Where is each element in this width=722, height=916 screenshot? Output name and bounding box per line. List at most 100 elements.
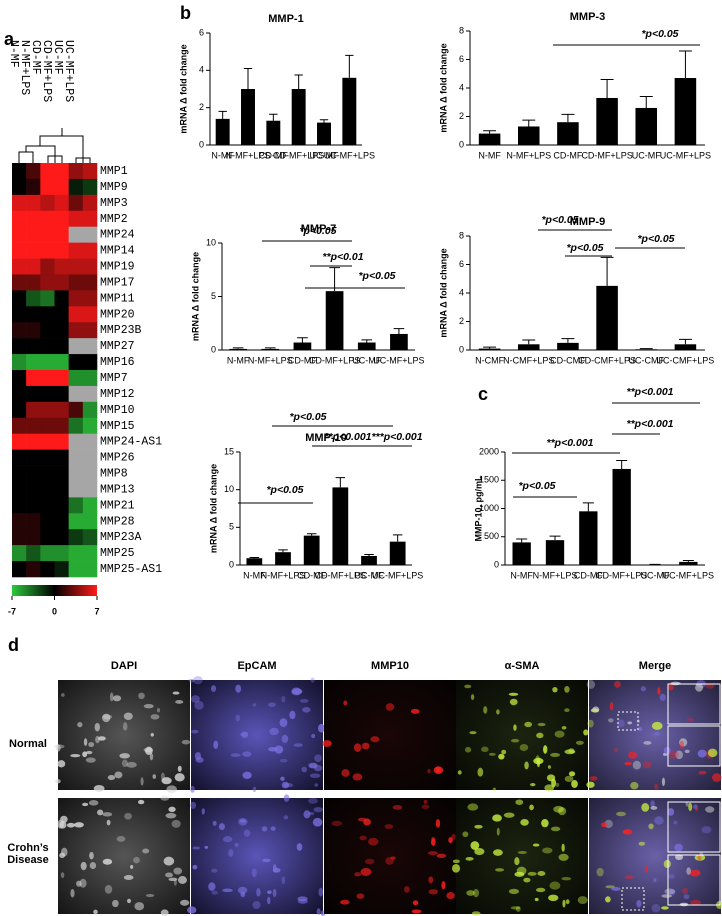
- y-tick-label: 0: [229, 559, 234, 569]
- micrograph-texture: [451, 833, 456, 840]
- error-bar: [306, 533, 317, 536]
- heatmap-cell: [26, 210, 41, 227]
- micrograph-texture: [601, 822, 608, 828]
- heatmap-cell: [12, 529, 27, 546]
- row-label: MMP28: [100, 515, 135, 528]
- micrograph-texture: [150, 714, 160, 720]
- heatmap-cell: [54, 481, 69, 498]
- micrograph-texture: [97, 809, 104, 816]
- heatmap-cell: [82, 210, 98, 227]
- micrograph-texture: [145, 746, 153, 756]
- column-label: N-MF: [7, 40, 20, 68]
- heatmap-cell: [68, 529, 84, 546]
- micrograph-texture: [650, 805, 658, 810]
- micrograph-texture: [79, 878, 87, 888]
- column-label: N-MF+LPS: [18, 40, 31, 95]
- micrograph-texture: [165, 872, 173, 878]
- micrograph-texture: [76, 880, 82, 887]
- micrograph-texture: [469, 731, 477, 735]
- error-bar: [278, 549, 288, 553]
- panel-label: d: [8, 635, 19, 655]
- micrograph-texture: [412, 900, 419, 906]
- heatmap-cell: [68, 449, 84, 466]
- heatmap-cell: [26, 513, 41, 530]
- micrograph-texture: [470, 841, 480, 850]
- micrograph-texture: [643, 740, 652, 745]
- micrograph-texture: [427, 768, 431, 774]
- micrograph-texture: [510, 906, 521, 910]
- micrograph-texture: [537, 870, 546, 877]
- micrograph-texture: [543, 745, 548, 754]
- micrograph-texture: [353, 743, 362, 752]
- heatmap-cell: [12, 481, 27, 498]
- micrograph-texture: [457, 770, 462, 775]
- micrograph-texture: [430, 838, 436, 846]
- micrograph-texture: [173, 867, 183, 875]
- x-tick-label: UC-MF: [352, 355, 381, 365]
- micrograph-texture: [608, 718, 614, 723]
- micrograph-texture: [190, 695, 200, 703]
- row-label: MMP24: [100, 229, 135, 242]
- heatmap-cell: [26, 226, 41, 243]
- significance-label: *p<0.05: [541, 214, 578, 226]
- micrograph-texture: [222, 888, 233, 893]
- column-label: UC-MF+LPS: [62, 40, 75, 102]
- heatmap-cell: [40, 322, 55, 339]
- heatmap-cell: [40, 163, 55, 180]
- micrograph-texture: [269, 727, 279, 736]
- micrograph-texture: [697, 749, 707, 758]
- chart-title: MMP-1: [268, 13, 303, 25]
- micrograph-texture: [77, 722, 83, 728]
- error-bar: [561, 338, 575, 343]
- heatmap-cell: [40, 417, 55, 434]
- micrograph-texture: [313, 764, 323, 772]
- micrograph: [191, 680, 323, 790]
- micrograph-texture: [308, 811, 315, 816]
- micrograph-texture: [640, 686, 647, 692]
- heatmap-cell: [54, 545, 69, 562]
- bar: [215, 118, 230, 145]
- error-bar: [264, 347, 276, 349]
- micrograph-texture: [112, 899, 119, 908]
- x-tick-label: UC-MF+LPS: [372, 570, 423, 580]
- micrograph-texture: [193, 676, 203, 685]
- heatmap-cell: [12, 545, 27, 562]
- micrograph-texture: [536, 732, 544, 739]
- heatmap-cell: [40, 226, 55, 243]
- heatmap-cell: [26, 306, 41, 323]
- heatmap-cell: [12, 338, 27, 355]
- micrograph-texture: [340, 899, 350, 905]
- micrograph-texture: [70, 888, 75, 898]
- bar: [596, 97, 618, 145]
- micrograph-texture: [535, 755, 540, 764]
- heatmap-cell: [68, 258, 84, 275]
- micrograph-texture: [614, 747, 619, 753]
- heatmap-cell: [54, 433, 69, 450]
- micrograph-texture: [488, 752, 496, 756]
- y-tick-label: 8: [459, 230, 464, 240]
- micrograph-texture: [356, 893, 365, 899]
- micrograph-texture: [547, 765, 551, 769]
- heatmap-cell: [40, 194, 55, 212]
- heatmap-cell: [26, 194, 41, 212]
- micrograph-texture: [181, 739, 191, 745]
- micrograph-texture: [536, 759, 540, 768]
- micrograph-texture: [187, 906, 197, 914]
- inset: [667, 725, 721, 767]
- x-tick-label: N-MF+LPS: [248, 355, 293, 365]
- micrograph-texture: [632, 760, 642, 770]
- y-tick-label: 6: [459, 259, 464, 269]
- micrograph-texture: [694, 807, 699, 811]
- bar: [303, 535, 320, 565]
- micrograph-texture: [630, 781, 639, 790]
- bar: [342, 77, 357, 145]
- column-label: UC-MF: [51, 40, 64, 75]
- significance-label: **p<0.01: [322, 251, 363, 263]
- micrograph-texture: [192, 846, 201, 850]
- colorbar-tick-label: 0: [52, 606, 57, 616]
- micrograph-texture: [252, 900, 261, 910]
- micrograph-texture: [697, 855, 702, 861]
- micrograph-texture: [119, 753, 130, 759]
- heatmap-cell: [54, 194, 69, 212]
- micrograph-texture: [145, 893, 155, 898]
